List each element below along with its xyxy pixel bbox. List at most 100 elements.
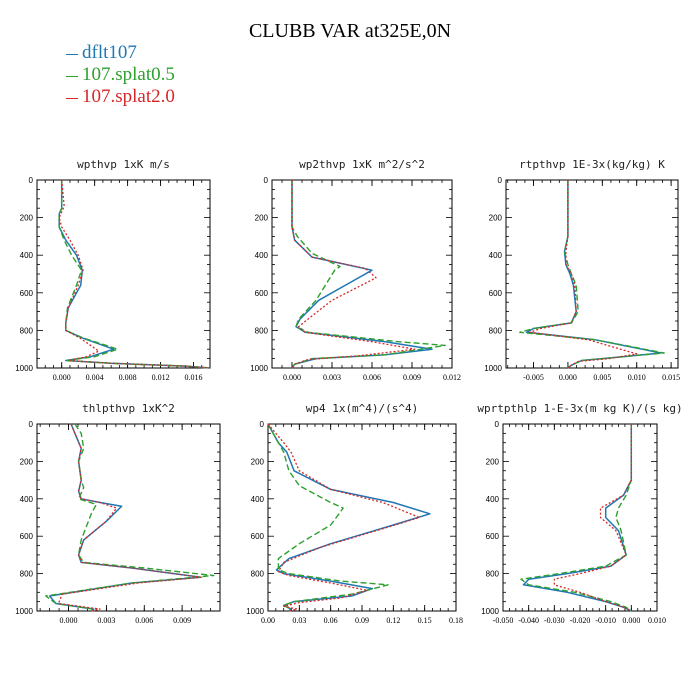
series-line-dflt107 — [291, 180, 433, 369]
y-tick-label: 400 — [20, 495, 34, 504]
y-tick-label: 400 — [255, 251, 269, 260]
x-tick-label: 0.15 — [418, 616, 432, 625]
panel-title: wp4 1x(m^4)/(s^4) — [306, 402, 419, 415]
legend-item-splat2-0: 107.splat2.0 — [66, 86, 175, 108]
y-tick-label: 400 — [486, 495, 500, 504]
series-line-107-splat2-0 — [58, 179, 211, 369]
series-line-107-splat0-5 — [520, 424, 632, 612]
y-tick-label: 1000 — [15, 607, 33, 616]
x-tick-label: 0.003 — [97, 616, 115, 625]
y-tick-label: 600 — [489, 289, 503, 298]
legend-label: 107.splat2.0 — [82, 86, 175, 107]
y-tick-label: 1000 — [246, 607, 264, 616]
x-tick-label: 0.015 — [662, 373, 680, 382]
x-tick-label: 0.009 — [403, 373, 421, 382]
x-tick-label: 0.03 — [292, 616, 306, 625]
y-tick-label: 200 — [20, 214, 34, 223]
y-tick-label: 200 — [251, 457, 265, 466]
y-tick-label: 800 — [20, 570, 34, 579]
series-line-107-splat0-5 — [519, 180, 665, 369]
y-tick-label: 600 — [486, 532, 500, 541]
legend-swatch — [66, 53, 78, 55]
series-line-107-splat2-0 — [57, 423, 202, 612]
legend-label: 107.splat0.5 — [82, 64, 175, 85]
x-tick-label: -0.005 — [523, 373, 544, 382]
x-tick-label: 0.010 — [628, 373, 646, 382]
x-tick-label: 0.009 — [173, 616, 191, 625]
x-tick-label: -0.020 — [570, 616, 591, 625]
y-tick-label: 0 — [29, 420, 34, 429]
y-tick-label: 200 — [255, 214, 269, 223]
y-tick-label: 400 — [489, 251, 503, 260]
y-tick-label: 1000 — [250, 364, 268, 373]
y-tick-label: 1000 — [15, 364, 33, 373]
x-tick-label: 0.000 — [60, 616, 78, 625]
y-tick-label: 0 — [264, 176, 269, 185]
series-line-107-splat0-5 — [45, 423, 215, 612]
panel-title: thlpthvp 1xK^2 — [82, 402, 175, 415]
legend-item-splat0-5: 107.splat0.5 — [66, 64, 175, 86]
x-tick-label: 0.00 — [261, 616, 275, 625]
y-tick-label: 600 — [20, 532, 34, 541]
panel-title: rtpthvp 1E-3x(kg/kg) K — [519, 158, 665, 171]
series-line-107-splat0-5 — [291, 180, 446, 369]
series-line-107-splat2-0 — [291, 180, 416, 369]
legend-swatch — [66, 75, 78, 77]
x-tick-label: 0.008 — [119, 373, 137, 382]
y-tick-label: 800 — [255, 326, 269, 335]
legend-swatch — [66, 97, 78, 99]
x-tick-label: 0.003 — [323, 373, 341, 382]
x-tick-label: -0.040 — [518, 616, 539, 625]
y-tick-label: 200 — [489, 214, 503, 223]
y-tick-label: 200 — [486, 457, 500, 466]
x-tick-label: 0.016 — [185, 373, 203, 382]
y-tick-label: 800 — [20, 326, 34, 335]
series-line-dflt107 — [48, 423, 202, 612]
y-tick-label: 600 — [20, 289, 34, 298]
y-tick-label: 0 — [498, 176, 503, 185]
x-tick-label: 0.006 — [135, 616, 153, 625]
panel-title: wp2thvp 1xK m^2/s^2 — [299, 158, 425, 171]
x-tick-label: -0.010 — [595, 616, 616, 625]
y-tick-label: 0 — [495, 420, 500, 429]
series-line-dflt107 — [267, 423, 431, 612]
y-tick-label: 200 — [20, 457, 34, 466]
series-line-107-splat2-0 — [267, 423, 421, 612]
x-tick-label: 0.06 — [324, 616, 338, 625]
legend: dflt107 107.splat0.5 107.splat2.0 — [66, 42, 175, 108]
legend-item-dflt107: dflt107 — [66, 42, 175, 64]
panel-title: wprtpthlp 1-E-3x(m kg K)/(s kg) — [477, 402, 682, 415]
x-tick-label: 0.12 — [386, 616, 400, 625]
x-tick-label: 0.004 — [86, 373, 104, 382]
legend-label: dflt107 — [82, 42, 137, 63]
figure-title: CLUBB VAR at325E,0N — [248, 20, 452, 42]
x-tick-label: 0.012 — [443, 373, 461, 382]
x-tick-label: 0.000 — [53, 373, 71, 382]
x-tick-label: 0.005 — [593, 373, 611, 382]
x-tick-label: 0.000 — [559, 373, 577, 382]
y-tick-label: 800 — [489, 326, 503, 335]
x-tick-label: -0.030 — [544, 616, 565, 625]
series-line-107-splat0-5 — [267, 423, 389, 612]
x-tick-label: 0.010 — [648, 616, 666, 625]
x-tick-label: 0.000 — [283, 373, 301, 382]
y-tick-label: 1000 — [484, 364, 502, 373]
y-tick-label: 0 — [29, 176, 34, 185]
y-tick-label: 400 — [20, 251, 34, 260]
y-tick-label: 600 — [255, 289, 269, 298]
x-tick-label: -0.050 — [493, 616, 514, 625]
series-line-107-splat2-0 — [529, 180, 638, 369]
x-tick-label: 0.006 — [363, 373, 381, 382]
y-tick-label: 600 — [251, 532, 265, 541]
series-line-dflt107 — [522, 424, 633, 612]
x-tick-label: 0.000 — [622, 616, 640, 625]
panel-frame — [271, 179, 453, 369]
y-tick-label: 400 — [251, 495, 265, 504]
y-tick-label: 1000 — [481, 607, 499, 616]
y-tick-label: 0 — [260, 420, 265, 429]
x-tick-label: 0.09 — [355, 616, 369, 625]
x-tick-label: 0.012 — [152, 373, 170, 382]
series-line-107-splat2-0 — [553, 424, 632, 612]
y-tick-label: 800 — [486, 570, 500, 579]
